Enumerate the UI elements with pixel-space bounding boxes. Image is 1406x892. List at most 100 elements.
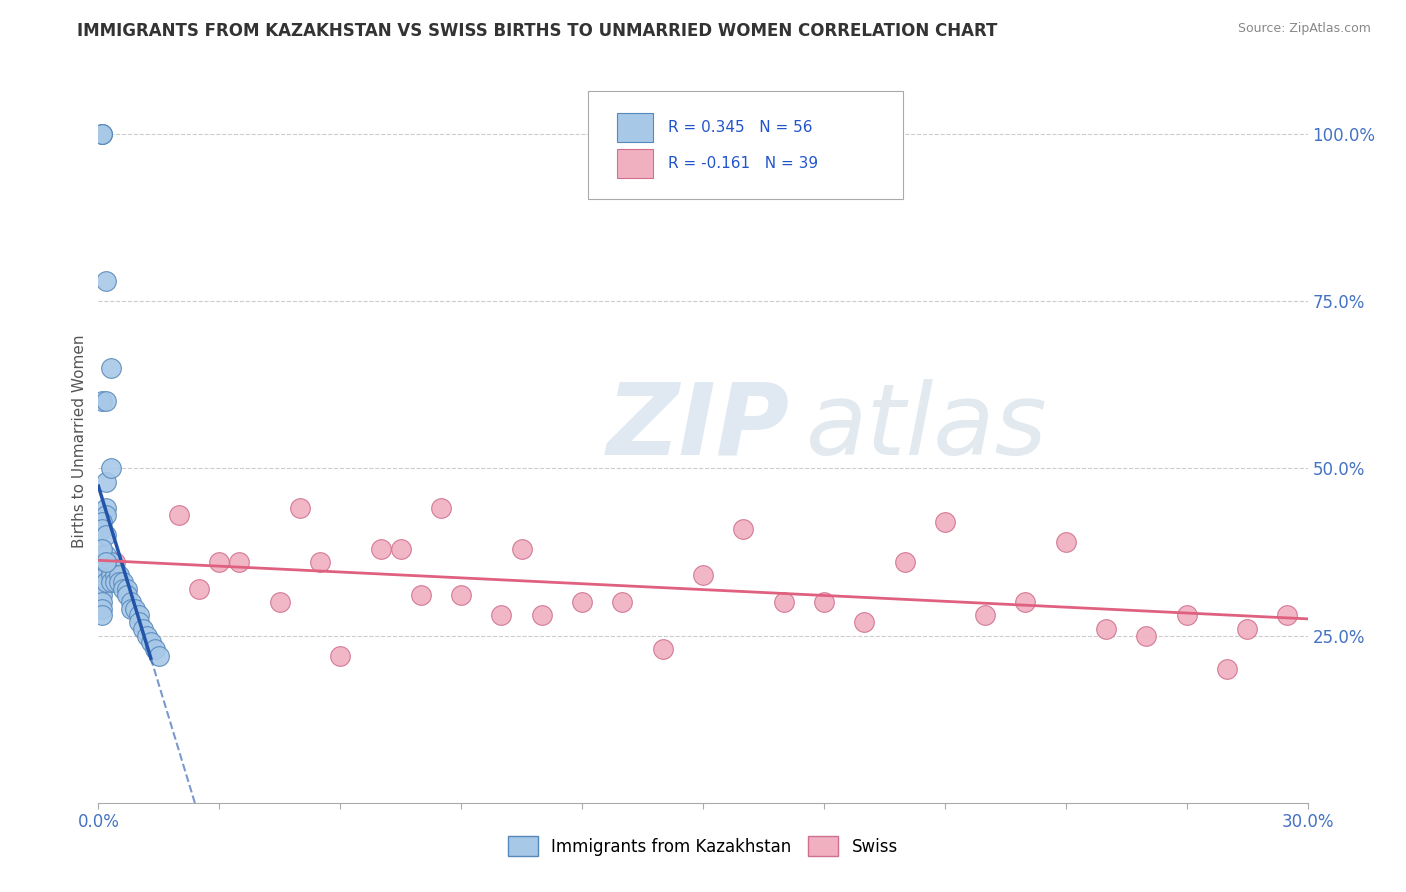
Point xyxy=(1175,608,1198,623)
Point xyxy=(96,508,118,523)
Point xyxy=(100,361,122,376)
Text: R = 0.345   N = 56: R = 0.345 N = 56 xyxy=(668,120,813,135)
Point xyxy=(96,528,118,542)
Point xyxy=(103,568,125,582)
Point xyxy=(91,127,114,141)
Point xyxy=(135,628,157,642)
Point xyxy=(1095,622,1118,636)
Point xyxy=(107,568,129,582)
Point xyxy=(139,635,162,649)
Point xyxy=(1277,608,1299,623)
Point xyxy=(893,555,915,569)
Point xyxy=(96,568,118,582)
Point xyxy=(91,521,114,535)
Point xyxy=(96,568,118,582)
Point xyxy=(103,555,125,569)
Point xyxy=(124,602,146,616)
Point xyxy=(1054,534,1077,549)
Point xyxy=(91,548,114,563)
Point xyxy=(132,622,155,636)
Point xyxy=(96,555,118,569)
Point xyxy=(491,608,513,623)
Point xyxy=(1135,628,1157,642)
Text: ZIP: ZIP xyxy=(606,378,789,475)
Point xyxy=(188,582,211,596)
Point xyxy=(100,562,122,576)
Point xyxy=(91,582,114,596)
Point xyxy=(100,562,122,576)
Text: R = -0.161   N = 39: R = -0.161 N = 39 xyxy=(668,156,818,171)
Point xyxy=(91,568,114,582)
Point xyxy=(733,521,755,535)
Point xyxy=(450,589,472,603)
Point xyxy=(91,394,114,409)
Point xyxy=(612,595,634,609)
Point xyxy=(103,575,125,590)
Point xyxy=(107,575,129,590)
Point xyxy=(100,555,122,569)
Point xyxy=(772,595,794,609)
Point xyxy=(370,541,392,556)
Point xyxy=(96,562,118,576)
Point xyxy=(651,642,673,657)
Text: Source: ZipAtlas.com: Source: ZipAtlas.com xyxy=(1237,22,1371,36)
Point xyxy=(91,575,114,590)
Y-axis label: Births to Unmarried Women: Births to Unmarried Women xyxy=(72,334,87,549)
Point xyxy=(115,589,138,603)
Point xyxy=(389,541,412,556)
Point xyxy=(228,555,250,569)
Point xyxy=(100,461,122,475)
FancyBboxPatch shape xyxy=(617,112,654,142)
Point xyxy=(934,515,956,529)
Point xyxy=(91,608,114,623)
Point xyxy=(143,642,166,657)
Point xyxy=(91,589,114,603)
Point xyxy=(100,575,122,590)
Point xyxy=(692,568,714,582)
Point xyxy=(91,602,114,616)
Point xyxy=(115,582,138,596)
Point xyxy=(571,595,593,609)
Point xyxy=(91,568,114,582)
Point xyxy=(120,595,142,609)
Point xyxy=(288,501,311,516)
Point xyxy=(409,589,432,603)
Point xyxy=(91,515,114,529)
Point xyxy=(120,602,142,616)
FancyBboxPatch shape xyxy=(588,91,903,200)
Point xyxy=(96,548,118,563)
Point xyxy=(510,541,533,556)
Point xyxy=(148,648,170,663)
Point xyxy=(974,608,997,623)
Point xyxy=(309,555,332,569)
Point xyxy=(430,501,453,516)
Point xyxy=(329,648,352,663)
Point xyxy=(111,582,134,596)
Point xyxy=(96,394,118,409)
Point xyxy=(128,615,150,630)
Point xyxy=(96,501,118,516)
FancyBboxPatch shape xyxy=(617,149,654,178)
Point xyxy=(100,568,122,582)
Point xyxy=(813,595,835,609)
Point xyxy=(269,595,291,609)
Point xyxy=(91,127,114,141)
Point xyxy=(96,575,118,590)
Point xyxy=(91,555,114,569)
Point xyxy=(96,274,118,288)
Point xyxy=(91,562,114,576)
Point xyxy=(128,608,150,623)
Point xyxy=(167,508,190,523)
Point xyxy=(530,608,553,623)
Point xyxy=(91,127,114,141)
Point xyxy=(91,595,114,609)
Point xyxy=(111,575,134,590)
Point xyxy=(853,615,876,630)
Point xyxy=(91,548,114,563)
Legend: Immigrants from Kazakhstan, Swiss: Immigrants from Kazakhstan, Swiss xyxy=(502,830,904,863)
Point xyxy=(1216,662,1239,676)
Point xyxy=(1014,595,1036,609)
Point xyxy=(103,562,125,576)
Point xyxy=(1236,622,1258,636)
Text: IMMIGRANTS FROM KAZAKHSTAN VS SWISS BIRTHS TO UNMARRIED WOMEN CORRELATION CHART: IMMIGRANTS FROM KAZAKHSTAN VS SWISS BIRT… xyxy=(77,22,998,40)
